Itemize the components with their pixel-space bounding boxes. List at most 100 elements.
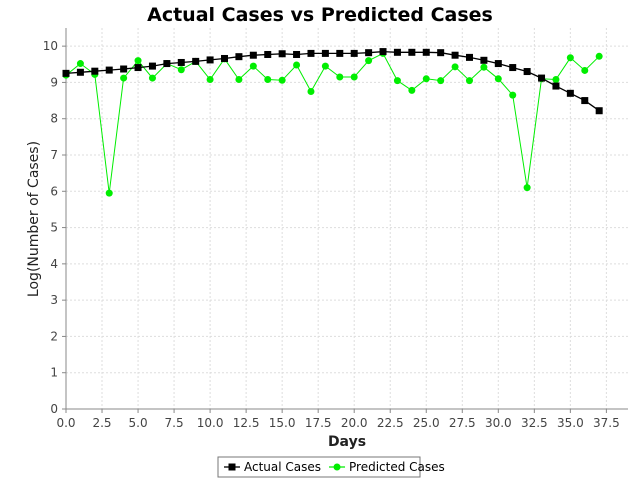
y-tick-label: 1	[50, 366, 58, 380]
data-point	[552, 82, 560, 90]
data-point	[134, 64, 142, 72]
data-point	[76, 60, 84, 68]
legend-label: Actual Cases	[244, 460, 321, 474]
data-point	[177, 66, 185, 74]
data-point	[365, 57, 373, 65]
y-tick-label: 0	[50, 402, 58, 416]
legend: Actual Cases Predicted Cases	[217, 456, 445, 478]
data-point	[293, 50, 301, 58]
data-point	[249, 62, 257, 70]
series	[62, 48, 603, 197]
x-tick-label: 15.0	[269, 416, 296, 430]
legend-box	[217, 456, 421, 478]
data-point	[307, 88, 315, 95]
data-point	[566, 54, 574, 62]
data-point	[422, 48, 430, 56]
x-tick-label: 35.0	[557, 416, 584, 430]
data-point	[76, 68, 84, 76]
series-actual-cases	[62, 48, 603, 115]
data-point	[221, 54, 229, 62]
x-tick-label: 17.5	[305, 416, 332, 430]
x-tick-label: 27.5	[449, 416, 476, 430]
data-point	[350, 73, 358, 81]
data-point	[91, 67, 99, 75]
data-point	[509, 64, 517, 72]
data-point	[408, 48, 416, 56]
data-point	[581, 66, 589, 74]
legend-marker	[228, 463, 236, 471]
x-tick-label: 10.0	[197, 416, 224, 430]
y-tick-label: 7	[50, 148, 58, 162]
data-point	[465, 77, 473, 85]
data-point	[105, 189, 113, 197]
data-point	[566, 89, 574, 97]
data-point	[163, 60, 171, 68]
data-point	[393, 77, 401, 85]
data-point	[264, 50, 272, 58]
x-tick-label: 25.0	[413, 416, 440, 430]
data-point	[264, 76, 272, 84]
x-tick-label: 20.0	[341, 416, 368, 430]
data-point	[465, 53, 473, 61]
data-point	[336, 73, 344, 81]
series-predicted-cases	[62, 49, 603, 197]
data-point	[293, 61, 301, 69]
x-tick-label: 37.5	[593, 416, 620, 430]
data-point	[206, 76, 214, 84]
data-point	[552, 76, 560, 84]
data-point	[451, 63, 459, 71]
data-point	[523, 68, 531, 76]
data-point	[422, 75, 430, 83]
y-tick-label: 10	[43, 39, 58, 53]
legend-item: Predicted Cases	[329, 460, 445, 474]
data-point	[494, 75, 502, 83]
data-point	[120, 65, 128, 73]
data-point	[581, 97, 589, 105]
plot-background	[66, 28, 628, 409]
plot-area: 0.0 2.5 5.0 7.5 10.0 12.5 15.0 17.5 20.0 22.5 25.0…	[43, 28, 628, 430]
data-point	[62, 69, 70, 77]
y-tick-label: 4	[50, 257, 58, 271]
x-tick-label: 30.0	[485, 416, 512, 430]
y-tick-label: 5	[50, 221, 58, 235]
data-point	[437, 77, 445, 85]
chart-title: Actual Cases vs Predicted Cases	[147, 4, 493, 26]
legend-label: Predicted Cases	[349, 460, 445, 474]
data-point	[336, 49, 344, 57]
data-point	[480, 63, 488, 71]
data-point	[451, 51, 459, 59]
x-tick-label: 5.0	[129, 416, 148, 430]
data-point	[509, 91, 517, 99]
data-point	[235, 53, 243, 61]
data-point	[120, 74, 128, 82]
x-axis-label: Days	[328, 434, 366, 450]
data-point	[365, 49, 373, 57]
data-point	[480, 56, 488, 64]
data-point	[148, 74, 156, 82]
y-axis-label: Log(Number of Cases)	[26, 141, 42, 297]
data-point	[321, 49, 329, 57]
y-tick-label: 6	[50, 184, 58, 198]
data-point	[393, 48, 401, 56]
data-point	[278, 50, 286, 58]
x-tick-label: 32.5	[521, 416, 548, 430]
data-point	[595, 52, 603, 60]
data-point	[595, 107, 603, 115]
data-point	[379, 48, 387, 56]
data-point	[408, 86, 416, 94]
data-point	[105, 66, 113, 74]
data-point	[177, 58, 185, 66]
data-point	[494, 60, 502, 68]
data-point	[538, 74, 546, 82]
x-tick-label: 12.5	[233, 416, 260, 430]
y-tick-label: 2	[50, 329, 58, 343]
x-tick-label: 7.5	[165, 416, 184, 430]
data-point	[192, 57, 200, 65]
legend-marker	[333, 463, 341, 471]
data-point	[350, 49, 358, 57]
data-point	[307, 49, 315, 57]
x-tick-label: 0.0	[56, 416, 75, 430]
data-point	[437, 49, 445, 57]
data-point	[321, 62, 329, 70]
